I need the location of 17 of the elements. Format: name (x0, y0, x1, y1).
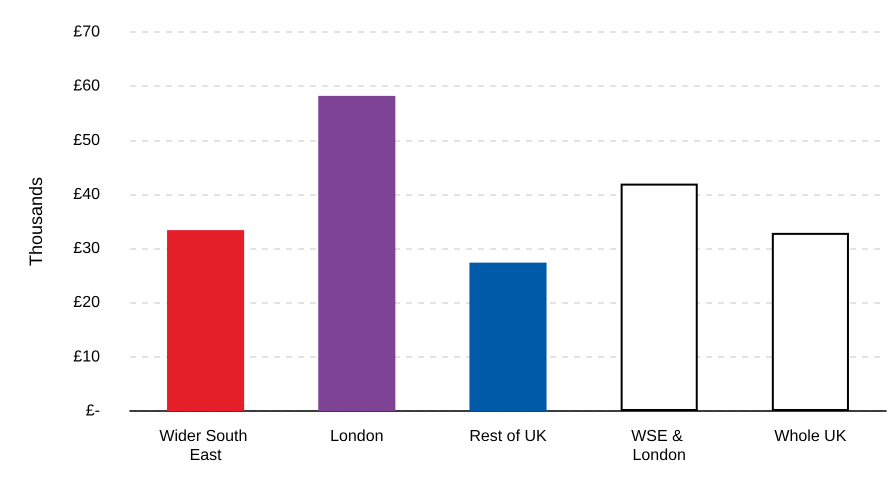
x-tick-label: WSE & London (631, 428, 688, 464)
y-axis-title: Thousands (26, 176, 46, 266)
bar (167, 230, 244, 411)
y-tick-label: £70 (73, 24, 100, 40)
y-tick-label: £40 (73, 186, 100, 203)
y-tick-label: £60 (73, 78, 100, 95)
x-tick-label: Wider South East (159, 428, 252, 464)
y-tick-label: £50 (73, 132, 100, 149)
x-tick-label: Rest of UK (469, 428, 548, 445)
y-tick-label: £- (86, 402, 100, 420)
x-tick-label: Whole UK (774, 428, 847, 445)
bar (469, 262, 547, 411)
y-tick-label: £10 (73, 348, 100, 366)
x-tick-label: London (330, 428, 384, 445)
y-tick-label: £30 (73, 240, 100, 258)
y-tick-label: £20 (73, 294, 100, 312)
bar (318, 96, 396, 411)
